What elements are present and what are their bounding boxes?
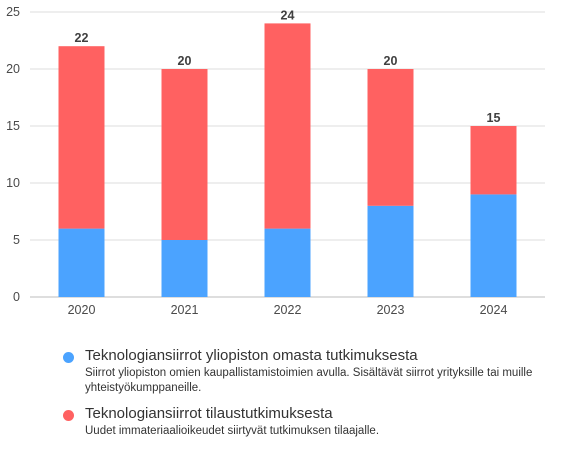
legend-item-contract-research: Teknologiansiirrot tilaustutkimuksesta U… — [63, 404, 543, 439]
x-axis: 2020 2021 2022 2023 2024 — [68, 303, 508, 317]
legend: Teknologiansiirrot yliopiston omasta tut… — [63, 346, 543, 447]
y-tick-label-25: 25 — [6, 5, 20, 19]
x-tick-label-2023: 2023 — [377, 303, 405, 317]
legend-desc-own-research: Siirrot yliopiston omien kaupallistamist… — [85, 367, 533, 394]
bar-2020-series-1 — [58, 228, 105, 297]
bar-2023-series-1 — [367, 205, 414, 297]
y-tick-label-10: 10 — [6, 176, 20, 190]
x-tick-label-2021: 2021 — [171, 303, 199, 317]
legend-item-own-research: Teknologiansiirrot yliopiston omasta tut… — [63, 346, 543, 396]
bar-2022-series-2 — [264, 23, 311, 229]
x-tick-label-2022: 2022 — [274, 303, 302, 317]
total-label-2022: 24 — [281, 8, 295, 22]
x-tick-label-2024: 2024 — [480, 303, 508, 317]
y-tick-label-5: 5 — [13, 233, 20, 247]
bars — [58, 23, 517, 297]
legend-title-contract-research: Teknologiansiirrot tilaustutkimuksesta — [85, 405, 333, 422]
y-tick-label-0: 0 — [13, 290, 20, 304]
total-label-2020: 22 — [75, 31, 89, 45]
total-label-2023: 20 — [384, 54, 398, 68]
legend-marker-contract-research — [63, 410, 74, 421]
bar-2021-series-1 — [161, 240, 208, 297]
bar-2023-series-2 — [367, 69, 414, 206]
total-labels: 22 20 24 20 15 — [75, 8, 501, 125]
total-label-2024: 15 — [487, 111, 501, 125]
bar-2022-series-1 — [264, 228, 311, 297]
total-label-2021: 20 — [178, 54, 192, 68]
bar-2024-series-1 — [470, 194, 517, 297]
bar-2024-series-2 — [470, 126, 517, 195]
legend-desc-contract-research: Uudet immateriaalioikeudet siirtyvät tut… — [85, 425, 380, 437]
y-axis: 0 5 10 15 20 25 — [6, 5, 20, 304]
legend-marker-own-research — [63, 352, 74, 363]
y-tick-label-15: 15 — [6, 119, 20, 133]
legend-title-own-research: Teknologiansiirrot yliopiston omasta tut… — [85, 347, 418, 364]
bar-2021-series-2 — [161, 69, 208, 240]
x-tick-label-2020: 2020 — [68, 303, 96, 317]
y-tick-label-20: 20 — [6, 62, 20, 76]
bar-2020-series-2 — [58, 46, 105, 229]
